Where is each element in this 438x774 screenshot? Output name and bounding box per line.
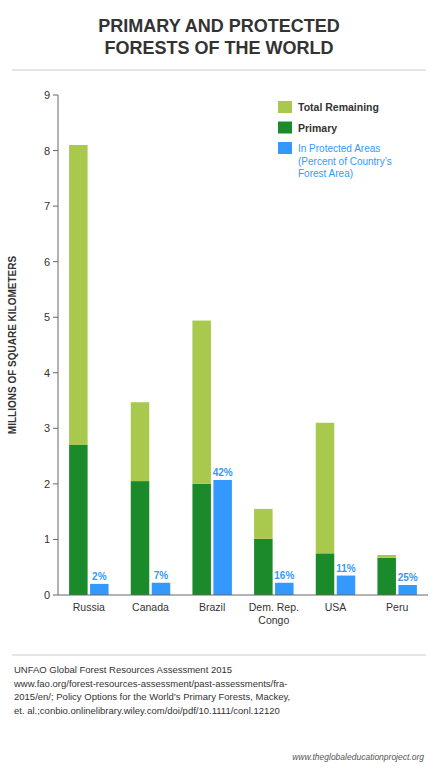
text-line: PRIMARY AND PROTECTED <box>98 16 339 36</box>
chart: PRIMARY AND PROTECTEDFORESTS OF THE WORL… <box>0 0 438 774</box>
bar <box>398 585 417 595</box>
annotation: 42% <box>213 467 233 478</box>
source: www.theglobaleducationproject.org <box>292 752 424 762</box>
x-tick-label: Dem. Rep.Congo <box>249 601 299 626</box>
bar <box>316 423 335 554</box>
text-line: 2015/en/; Policy Options for the World’s… <box>14 691 290 702</box>
annotation: 2% <box>92 571 107 582</box>
text-line: Congo <box>258 614 289 626</box>
x-tick-label: USA <box>325 601 347 613</box>
x-tick-label: Brazil <box>199 601 225 613</box>
legend-swatch <box>278 122 292 134</box>
text-line: www.fao.org/forest-resources-assessment/… <box>13 678 287 689</box>
y-tick-label: 9 <box>44 89 50 101</box>
bar <box>377 558 396 595</box>
text-line: In Protected Areas <box>298 143 380 154</box>
text-line: Dem. Rep. <box>249 601 299 613</box>
bar <box>254 539 273 595</box>
bar <box>131 402 150 481</box>
legend: Total Remaining Primary In Protected Areas… <box>278 101 392 179</box>
bar <box>192 484 211 595</box>
legend-label: Total Remaining <box>298 101 379 113</box>
text-line: Primary <box>298 122 337 134</box>
x-tick-label: Russia <box>73 601 105 613</box>
text-line: Canada <box>132 601 169 613</box>
y-tick-label: 5 <box>44 311 50 323</box>
bar <box>213 480 232 595</box>
y-tick <box>53 595 58 596</box>
y-tick <box>53 483 58 484</box>
y-tick <box>53 428 58 429</box>
bar <box>152 583 171 595</box>
x-axis <box>58 595 428 596</box>
bar <box>377 555 396 558</box>
y-tick <box>53 206 58 207</box>
x-tick-label: Canada <box>132 601 169 613</box>
legend-swatch <box>278 142 292 154</box>
y-tick <box>53 372 58 373</box>
y-tick <box>53 261 58 262</box>
text-line: et. al.;conbio.onlinelibrary.wiley.com/d… <box>14 705 280 716</box>
y-tick-label: 7 <box>44 200 50 212</box>
bar <box>337 576 356 595</box>
bar <box>275 583 294 595</box>
y-tick <box>53 539 58 540</box>
bar <box>254 509 273 539</box>
y-tick-label: 2 <box>44 478 50 490</box>
y-tick-label: 3 <box>44 422 50 434</box>
y-tick <box>53 317 58 318</box>
y-tick-label: 1 <box>44 533 50 545</box>
text-line: USA <box>325 601 347 613</box>
divider <box>12 655 426 656</box>
y-tick-label: 4 <box>44 367 50 379</box>
annotation: 16% <box>274 570 294 581</box>
y-tick-label: 8 <box>44 145 50 157</box>
text-line: Forest Area) <box>298 168 353 179</box>
x-tick-label: Peru <box>386 601 408 613</box>
legend-label: Primary <box>298 122 337 134</box>
y-axis <box>58 95 59 595</box>
bar <box>192 321 211 484</box>
divider <box>12 70 426 71</box>
annotation: 11% <box>336 563 356 574</box>
y-tick-label: 0 <box>44 589 50 601</box>
y-axis-label: MILLIONS OF SQUARE KILOMETERS <box>7 256 18 435</box>
y-tick <box>53 150 58 151</box>
bar <box>69 445 88 595</box>
text-line: Total Remaining <box>298 101 379 113</box>
bar <box>90 584 109 595</box>
legend-swatch <box>278 101 292 113</box>
y-tick-label: 6 <box>44 256 50 268</box>
y-tick <box>53 95 58 96</box>
bars <box>69 145 417 595</box>
legend-label: In Protected Areas (Percent of Country’sF… <box>298 143 392 179</box>
annotation: 25% <box>398 572 418 583</box>
annotation: 7% <box>154 570 169 581</box>
text-line: Russia <box>73 601 105 613</box>
text-line: Peru <box>386 601 408 613</box>
title: PRIMARY AND PROTECTEDFORESTS OF THE WORL… <box>98 16 339 58</box>
text-line: UNFAO Global Forest Resources Assessment… <box>14 664 232 675</box>
bar <box>131 481 150 595</box>
bar <box>69 145 88 445</box>
text-line: (Percent of Country’s <box>298 156 392 167</box>
text-line: FORESTS OF THE WORLD <box>105 38 334 58</box>
text-line: Brazil <box>199 601 225 613</box>
note: UNFAO Global Forest Resources Assessment… <box>13 664 290 716</box>
bar <box>316 553 335 595</box>
